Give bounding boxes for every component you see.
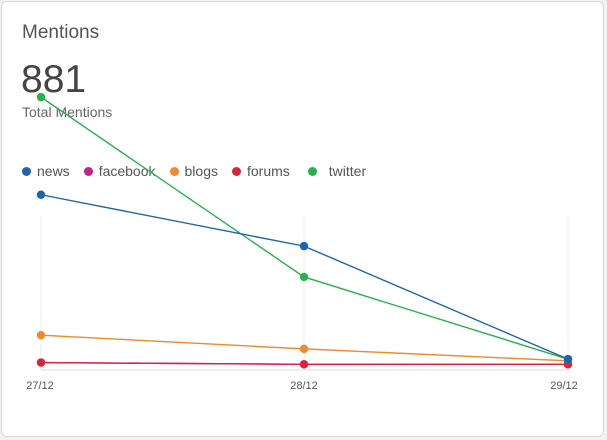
chart-legend: news facebook blogs forums twitter — [22, 163, 380, 179]
point-news-28-12 — [299, 241, 309, 251]
legend-dot-twitter — [307, 166, 317, 176]
legend-label-blogs: blogs — [184, 163, 218, 179]
legend-item-twitter[interactable]: twitter — [307, 163, 367, 179]
point-news-27-12 — [36, 190, 46, 199]
legend-label-twitter: twitter — [328, 163, 367, 179]
legend-dot-blogs — [169, 166, 179, 176]
total-mentions-value: 881 — [21, 58, 87, 101]
point-blogs-28-12 — [299, 344, 309, 354]
legend-dot-news — [22, 166, 31, 176]
legend-item-news[interactable]: news — [22, 163, 70, 179]
card-title: Mentions — [22, 22, 100, 43]
legend-label-news: news — [37, 163, 70, 179]
x-tick-label-27-12: 27/12 — [26, 380, 54, 392]
legend-item-blogs[interactable]: blogs — [169, 163, 218, 179]
legend-item-facebook[interactable]: facebook — [83, 163, 156, 179]
legend-label-facebook: facebook — [98, 163, 156, 179]
legend-dot-facebook — [83, 166, 93, 176]
x-tick-label-28-12: 28/12 — [290, 380, 318, 392]
x-tick-label-29-12: 29/12 — [550, 380, 578, 392]
point-twitter-28-12 — [299, 272, 309, 282]
legend-item-forums[interactable]: forums — [231, 163, 290, 179]
point-forums-28-12 — [299, 360, 309, 369]
point-news-29-12 — [563, 354, 573, 364]
total-mentions-label: Total Mentions — [22, 104, 113, 120]
point-blogs-27-12 — [36, 330, 46, 340]
legend-label-forums: forums — [246, 163, 290, 179]
point-twitter-27-12 — [36, 92, 46, 102]
legend-dot-forums — [231, 166, 241, 176]
point-forums-27-12 — [36, 358, 46, 367]
